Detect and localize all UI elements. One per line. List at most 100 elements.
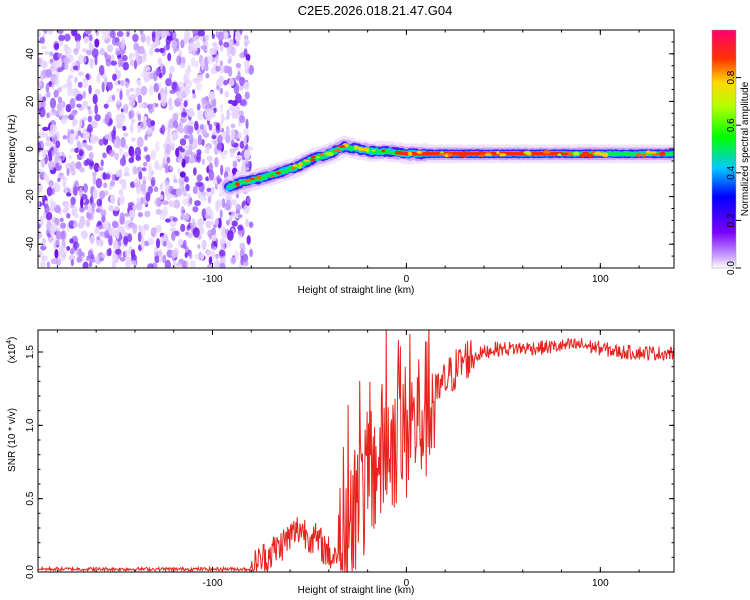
noise-blob <box>130 249 136 258</box>
noise-blob <box>102 32 108 41</box>
noise-blob <box>244 91 250 100</box>
noise-blob <box>183 100 188 108</box>
ridge-hotspot <box>291 166 295 170</box>
snr-plot: -100 0 100 0.0 0.5 1.0 1.5 Height of straight … <box>6 329 675 596</box>
noise-blob <box>41 133 48 138</box>
noise-blob <box>172 260 177 268</box>
noise-blob <box>108 149 116 157</box>
noise-region <box>38 30 255 268</box>
colorbar-tick-label: 0.2 <box>726 213 737 227</box>
noise-blob <box>83 143 88 148</box>
noise-blob <box>206 250 211 257</box>
noise-blob <box>155 238 161 249</box>
ridge-hotspot <box>635 153 642 157</box>
noise-blob <box>182 189 187 197</box>
noise-blob <box>105 59 112 67</box>
noise-blob <box>92 94 98 105</box>
noise-blob <box>224 150 228 155</box>
noise-blob <box>197 244 201 249</box>
noise-blob <box>189 253 193 260</box>
noise-blob <box>59 253 66 262</box>
noise-blob <box>100 209 107 217</box>
noise-blob <box>207 54 214 65</box>
noise-blob <box>114 139 118 148</box>
noise-blob <box>88 159 94 170</box>
noise-blob <box>131 118 136 124</box>
noise-blob <box>56 102 63 112</box>
noise-blob <box>88 151 94 160</box>
noise-blob <box>45 136 51 142</box>
noise-blob <box>80 230 87 238</box>
colorbar: 0.0 0.2 0.4 0.6 0.8 Normalized spectral ampl… <box>711 29 750 275</box>
noise-blob <box>38 57 42 66</box>
x-tick-label: 0 <box>404 274 410 285</box>
noise-blob <box>73 109 78 115</box>
noise-blob <box>192 93 197 99</box>
noise-blob <box>206 187 212 192</box>
noise-blob <box>207 195 212 204</box>
noise-blob <box>205 73 210 79</box>
noise-blob <box>38 231 43 239</box>
noise-blob <box>240 98 247 106</box>
noise-blob <box>163 45 170 51</box>
noise-blob <box>115 170 120 178</box>
noise-blob <box>104 134 110 140</box>
noise-blob <box>239 140 245 149</box>
y-tick-label: 40 <box>25 48 36 60</box>
y-tick-label: 1.0 <box>25 418 36 432</box>
noise-blob <box>135 79 141 84</box>
noise-blob <box>88 34 93 42</box>
noise-blob <box>116 42 121 47</box>
noise-blob <box>150 43 156 49</box>
noise-blob <box>215 124 221 134</box>
noise-blob <box>137 113 142 122</box>
noise-blob <box>62 180 67 188</box>
noise-blob <box>171 134 176 142</box>
noise-blob <box>204 108 211 120</box>
noise-blob <box>100 159 104 167</box>
noise-blob <box>216 85 220 91</box>
noise-blob <box>148 84 154 96</box>
ridge-hotspot <box>582 151 589 155</box>
noise-blob <box>215 46 220 51</box>
colorbar-tick-label: 0.4 <box>726 165 737 179</box>
noise-blob <box>226 219 230 226</box>
noise-blob <box>72 65 79 71</box>
noise-blob <box>121 178 127 190</box>
noise-blob <box>234 250 239 260</box>
noise-blob <box>187 232 193 239</box>
ridge-hotspot <box>338 144 346 148</box>
noise-blob <box>159 47 165 54</box>
noise-blob <box>231 209 236 219</box>
noise-blob <box>182 239 187 250</box>
noise-blob <box>103 76 108 88</box>
noise-blob <box>189 221 197 229</box>
noise-blob <box>173 120 179 129</box>
noise-blob <box>122 61 129 71</box>
noise-blob <box>59 217 64 223</box>
noise-blob <box>112 240 119 250</box>
noise-blob <box>57 96 63 104</box>
noise-blob <box>48 160 55 171</box>
noise-blob <box>243 204 250 215</box>
noise-blob <box>73 186 78 197</box>
noise-blob <box>192 227 200 238</box>
noise-blob <box>53 182 61 193</box>
noise-blob <box>244 160 251 168</box>
ridge-hotspot <box>353 147 358 150</box>
noise-blob <box>103 103 109 109</box>
noise-blob <box>142 116 148 122</box>
noise-blob <box>166 240 171 249</box>
noise-blob <box>63 33 71 42</box>
noise-blob <box>41 45 47 50</box>
noise-blob <box>79 206 85 213</box>
colorbar-tick-label: 0.8 <box>726 70 737 84</box>
noise-blob <box>219 45 224 52</box>
noise-blob <box>221 243 226 251</box>
noise-blob <box>179 171 186 178</box>
noise-blob <box>122 125 127 131</box>
noise-blob <box>243 35 249 41</box>
noise-blob <box>124 32 128 37</box>
noise-blob <box>70 147 75 153</box>
noise-blob <box>169 242 173 249</box>
